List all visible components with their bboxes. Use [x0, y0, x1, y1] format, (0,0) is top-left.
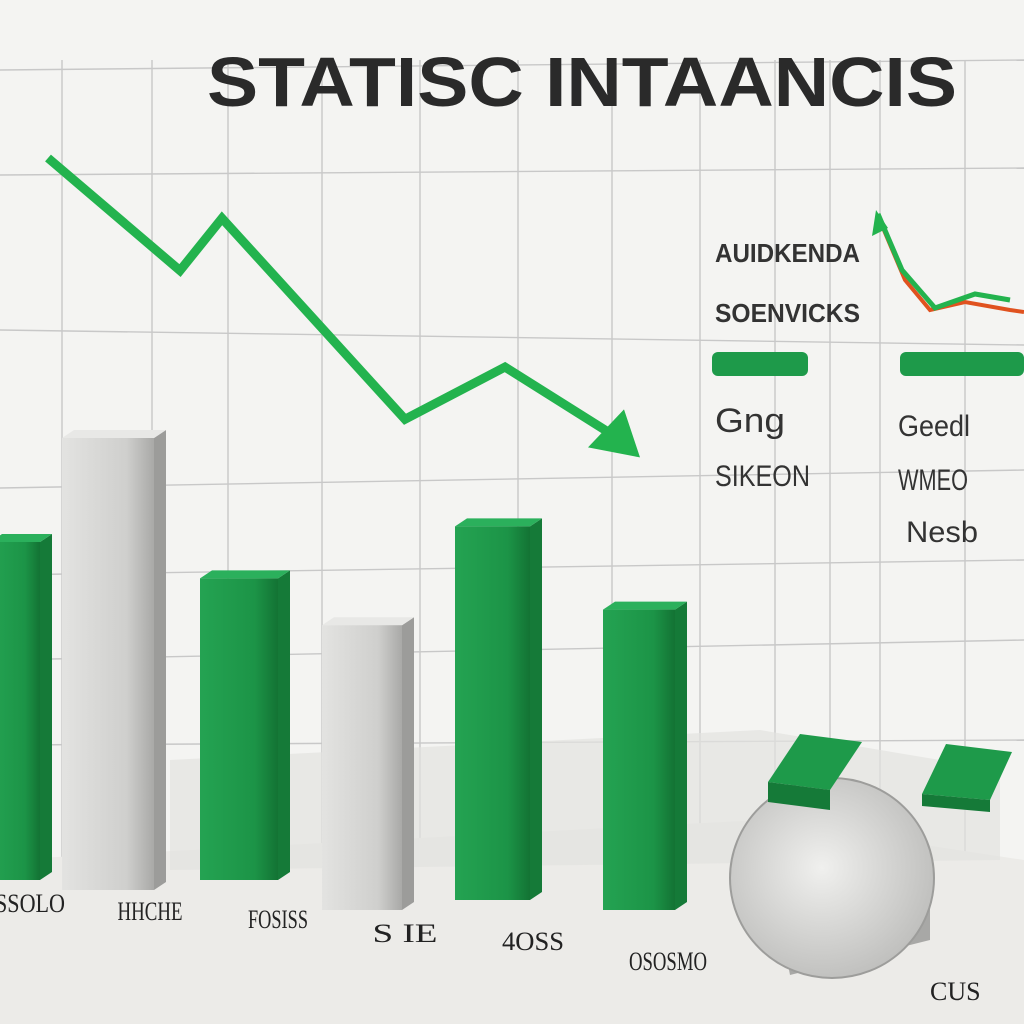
grid-line: [0, 59, 1024, 71]
legend-label: SOENVICKS: [715, 298, 860, 328]
chart-legend: AUIDKENDA SOENVICKS Gng SIKEON Geedl WME…: [712, 210, 1024, 549]
legend-sparkline: [872, 210, 1024, 314]
trend-line: [45, 154, 623, 444]
legend-label: Nesb: [906, 516, 978, 549]
trend-arrowhead: [588, 409, 640, 458]
grid-line: [0, 469, 1024, 489]
x-tick-label: OSOSMO: [629, 947, 707, 976]
legend-label: SIKEON: [715, 460, 810, 493]
x-tick-label: SSOLO: [0, 889, 65, 918]
legend-swatch-green: [900, 352, 1024, 376]
legend-label: Geedl: [898, 410, 970, 443]
tick-labels: SSOLO HHCHE FOSISS S IE 4OSS OSOSMO: [0, 889, 707, 976]
bar: [455, 518, 542, 900]
tick-label: CUS: [930, 977, 981, 1006]
bar: [200, 570, 290, 880]
bar: [322, 617, 414, 910]
chart-grid: [0, 59, 1024, 860]
cylinder-decoration: [729, 777, 935, 979]
tilted-bar-decoration: [768, 734, 1012, 812]
x-tick-label: S IE: [373, 919, 438, 948]
trend-layer: [45, 154, 640, 458]
legend-label: AUIDKENDA: [715, 238, 860, 268]
chart-title: STATISC INTAANCIS: [207, 43, 957, 121]
legend-swatch-green: [712, 352, 808, 376]
bar: [62, 430, 166, 890]
legend-label: WMEO: [898, 464, 968, 497]
grid-line: [0, 329, 1024, 346]
bars-layer: [0, 430, 687, 910]
legend-label: Gng: [715, 402, 785, 440]
x-tick-label: FOSISS: [248, 905, 308, 934]
bar: [0, 534, 52, 880]
x-tick-label: HHCHE: [118, 897, 183, 926]
x-tick-label: 4OSS: [502, 927, 564, 956]
grid-line: [0, 167, 1024, 176]
bar: [603, 601, 687, 910]
